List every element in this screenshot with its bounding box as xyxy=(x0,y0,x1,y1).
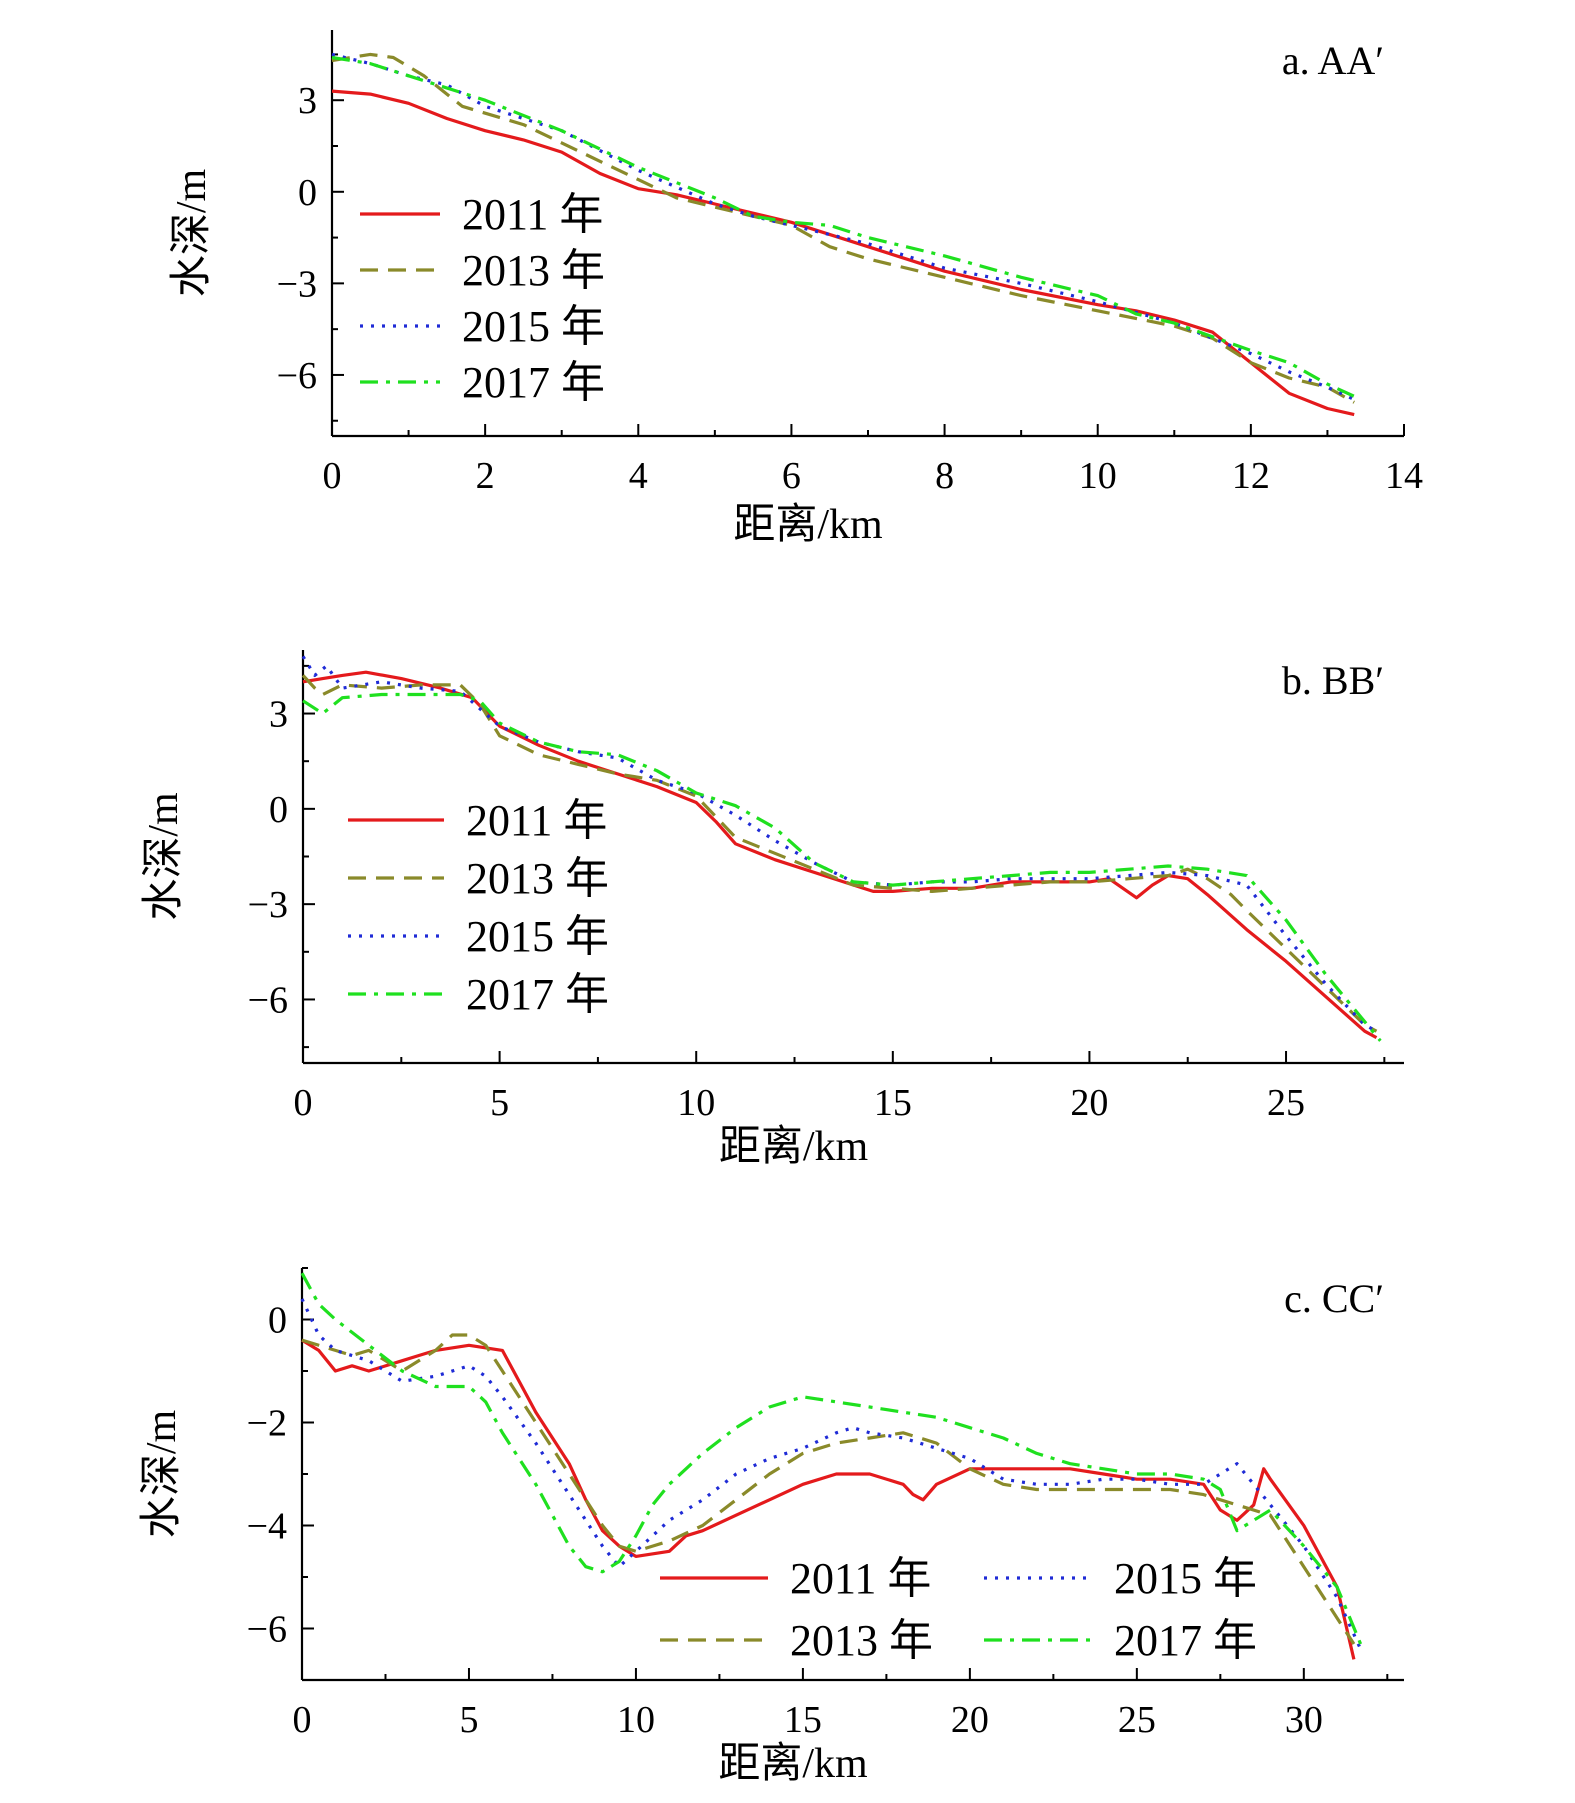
legend-label-2017: 2017 年 xyxy=(462,358,605,407)
legend-label-2013: 2013 年 xyxy=(462,246,605,295)
y-tick-label: −6 xyxy=(247,1609,287,1651)
legend-label-2011: 2011 年 xyxy=(462,190,603,239)
y-axis-label: 水深/m xyxy=(141,792,187,921)
x-tick-label: 15 xyxy=(874,1082,912,1124)
legend: 2011 年 2013 年 2015 年 2017 年 xyxy=(348,796,609,1019)
y-tick-label: −6 xyxy=(277,355,317,397)
x-tick-label: 15 xyxy=(784,1699,822,1741)
series-line-2015 xyxy=(300,1298,1363,1650)
series-line-2017 xyxy=(331,55,1355,398)
panel-title: b. BB′ xyxy=(1282,658,1384,703)
legend-label-2013: 2013 年 xyxy=(466,854,609,903)
series-line-2011 xyxy=(302,670,1378,1040)
series-line-2015 xyxy=(301,655,1378,1033)
y-tick-label: 3 xyxy=(298,80,317,122)
x-tick-label: 0 xyxy=(293,1699,312,1741)
x-axis-label: 距离/km xyxy=(733,501,883,548)
panel-cc: 0 5 10 15 20 25 30 0 −2 −4 −6 c. CC′ 距离/km 水深/m 2011 年… xyxy=(139,1267,1404,1787)
series-line-2011 xyxy=(301,1338,1356,1660)
x-tick-label: 2 xyxy=(476,455,495,497)
legend-label-2015: 2015 年 xyxy=(462,302,605,351)
x-tick-label: 12 xyxy=(1232,455,1270,497)
y-axis-label: 水深/m xyxy=(139,1410,185,1539)
series-line-2017 xyxy=(302,692,1382,1042)
y-tick-label: −3 xyxy=(277,263,317,305)
panel-title: a. AA′ xyxy=(1282,38,1384,83)
y-tick-label: 0 xyxy=(298,172,317,214)
y-tick-label: −3 xyxy=(248,884,288,926)
legend-label-2015: 2015 年 xyxy=(466,912,609,961)
x-tick-label: 30 xyxy=(1285,1699,1323,1741)
series-line-2013 xyxy=(301,674,1378,1033)
x-axis-label: 距离/km xyxy=(718,1740,868,1787)
x-tick-label: 14 xyxy=(1385,455,1423,497)
x-tick-label: 6 xyxy=(782,455,801,497)
legend-label-2017: 2017 年 xyxy=(1114,1616,1257,1665)
legend-label-2013: 2013 年 xyxy=(790,1616,933,1665)
x-tick-label: 8 xyxy=(935,455,954,497)
y-tick-label: −6 xyxy=(248,979,288,1021)
y-tick-label: −4 xyxy=(247,1506,287,1548)
legend: 2011 年 2013 年 2015 年 2017 年 xyxy=(360,190,605,407)
legend-label-2017: 2017 年 xyxy=(466,970,609,1019)
x-tick-label: 10 xyxy=(1079,455,1117,497)
y-axis-label: 水深/m xyxy=(169,169,215,298)
y-tick-label: 0 xyxy=(268,1300,287,1342)
x-tick-label: 5 xyxy=(459,1699,478,1741)
x-tick-label: 0 xyxy=(294,1082,313,1124)
x-tick-label: 10 xyxy=(617,1699,655,1741)
y-tick-label: −2 xyxy=(247,1403,287,1445)
x-tick-label: 25 xyxy=(1267,1082,1305,1124)
x-tick-label: 5 xyxy=(490,1082,509,1124)
legend-label-2011: 2011 年 xyxy=(790,1554,931,1603)
x-tick-label: 0 xyxy=(323,455,342,497)
series-line-2015 xyxy=(331,52,1355,401)
legend-label-2015: 2015 年 xyxy=(1114,1554,1257,1603)
y-tick-label: 0 xyxy=(269,789,288,831)
x-axis-label: 距离/km xyxy=(719,1123,869,1170)
x-tick-label: 20 xyxy=(1070,1082,1108,1124)
legend: 2011 年 2013 年 2015 年 2017 年 xyxy=(660,1554,1257,1665)
series-line-2017 xyxy=(300,1272,1363,1645)
x-tick-label: 25 xyxy=(1118,1699,1156,1741)
x-tick-label: 20 xyxy=(951,1699,989,1741)
y-tick-label: 3 xyxy=(269,694,288,736)
x-tick-label: 4 xyxy=(629,455,648,497)
series-line-2013 xyxy=(301,1333,1356,1645)
panel-title: c. CC′ xyxy=(1284,1276,1384,1321)
legend-label-2011: 2011 年 xyxy=(466,796,607,845)
x-tick-label: 10 xyxy=(677,1082,715,1124)
